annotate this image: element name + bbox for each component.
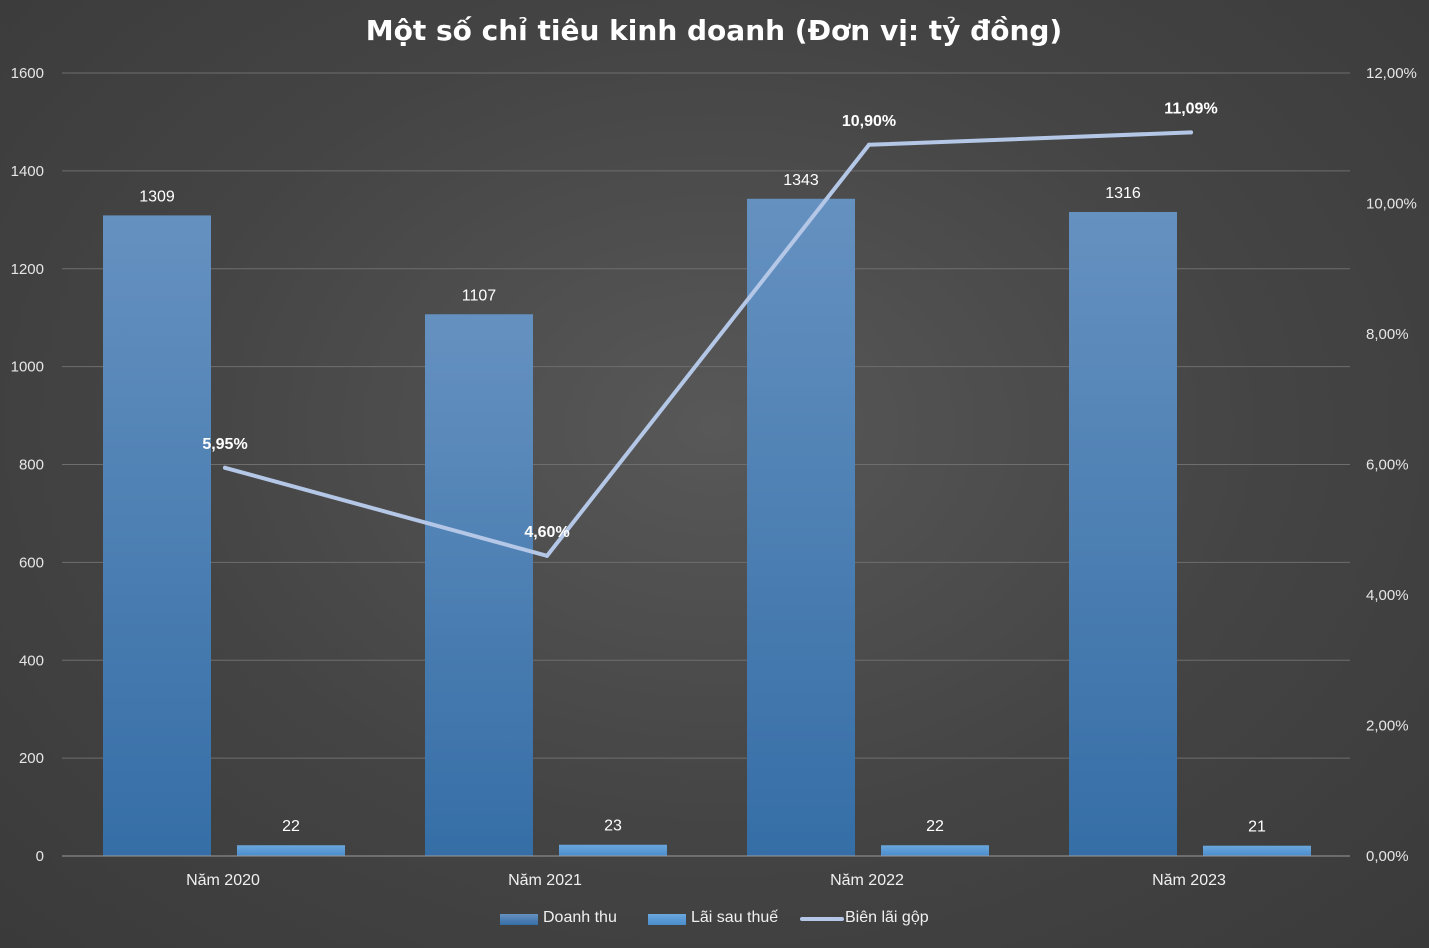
- gross-margin-point: [545, 553, 549, 558]
- net-profit-bar: [881, 845, 989, 856]
- x-axis-category-label: Năm 2023: [1152, 872, 1226, 889]
- net-profit-data-label: 21: [1248, 819, 1266, 836]
- legend-swatch-revenue: [500, 914, 538, 925]
- gross-margin-point: [867, 142, 871, 147]
- net-profit-data-label: 22: [282, 818, 300, 835]
- left-axis-tick-label: 600: [19, 554, 44, 571]
- right-axis-tick-label: 12,00%: [1366, 65, 1417, 82]
- right-axis-tick-labels: 0,00% 2,00% 4,00% 6,00% 8,00% 10,00% 12,00%: [1366, 65, 1417, 865]
- gridlines: [62, 72, 1350, 759]
- bar-series: 1309 22 1107 23 1343 22 1316 21: [103, 172, 1311, 857]
- left-axis-tick-label: 1200: [11, 261, 44, 278]
- revenue-data-label: 1309: [139, 188, 175, 205]
- net-profit-data-label: 23: [604, 818, 622, 835]
- gross-margin-data-label: 11,09%: [1164, 100, 1217, 117]
- revenue-bar: [425, 314, 533, 857]
- right-axis-tick-label: 2,00%: [1366, 718, 1409, 735]
- x-axis-category-label: Năm 2020: [186, 872, 260, 889]
- chart-title: Một số chỉ tiêu kinh doanh (Đơn vị: tỷ đ…: [366, 14, 1062, 47]
- net-profit-data-label: 22: [926, 818, 944, 835]
- revenue-bar: [103, 215, 211, 856]
- legend: Doanh thu Lãi sau thuế Biên lãi gộp: [500, 909, 929, 926]
- left-axis-tick-labels: 0 200 400 600 800 1000 1200 1400 1600: [11, 65, 44, 865]
- legend-swatch-net-profit: [648, 914, 686, 925]
- gross-margin-point: [223, 465, 227, 470]
- net-profit-bar: [237, 845, 345, 856]
- line-series: 5,95% 4,60% 10,90% 11,09%: [202, 100, 1218, 558]
- gross-margin-data-label: 4,60%: [524, 524, 569, 541]
- revenue-bar: [1069, 211, 1177, 857]
- x-axis-category-label: Năm 2022: [830, 872, 904, 889]
- left-axis-tick-label: 1400: [11, 163, 44, 180]
- legend-label: Doanh thu: [543, 909, 617, 926]
- revenue-data-label: 1107: [462, 287, 497, 304]
- right-axis-tick-label: 4,00%: [1366, 587, 1409, 604]
- legend-label: Biên lãi gộp: [845, 909, 929, 926]
- left-axis-tick-label: 200: [19, 750, 44, 767]
- gross-margin-data-label: 5,95%: [202, 436, 247, 453]
- left-axis-tick-label: 400: [19, 652, 44, 669]
- right-axis-tick-label: 6,00%: [1366, 457, 1409, 474]
- net-profit-bar: [559, 844, 667, 856]
- left-axis-tick-label: 1600: [11, 65, 44, 82]
- right-axis-tick-label: 8,00%: [1366, 326, 1409, 343]
- right-axis-tick-label: 10,00%: [1366, 196, 1417, 213]
- left-axis-tick-label: 0: [36, 848, 44, 865]
- right-axis-tick-label: 0,00%: [1366, 848, 1409, 865]
- x-axis-category-labels: Năm 2020 Năm 2021 Năm 2022 Năm 2023: [186, 872, 1226, 889]
- gross-margin-point: [1189, 130, 1193, 135]
- legend-label: Lãi sau thuế: [691, 909, 778, 926]
- net-profit-bar: [1203, 845, 1311, 856]
- revenue-data-label: 1316: [1105, 185, 1141, 202]
- gross-margin-line: [223, 130, 1193, 558]
- revenue-data-label: 1343: [783, 172, 819, 189]
- revenue-bar: [747, 198, 855, 856]
- left-axis-tick-label: 800: [19, 457, 44, 474]
- gross-margin-data-label: 10,90%: [842, 113, 896, 130]
- left-axis-tick-label: 1000: [11, 359, 44, 376]
- x-axis-category-label: Năm 2021: [508, 872, 582, 889]
